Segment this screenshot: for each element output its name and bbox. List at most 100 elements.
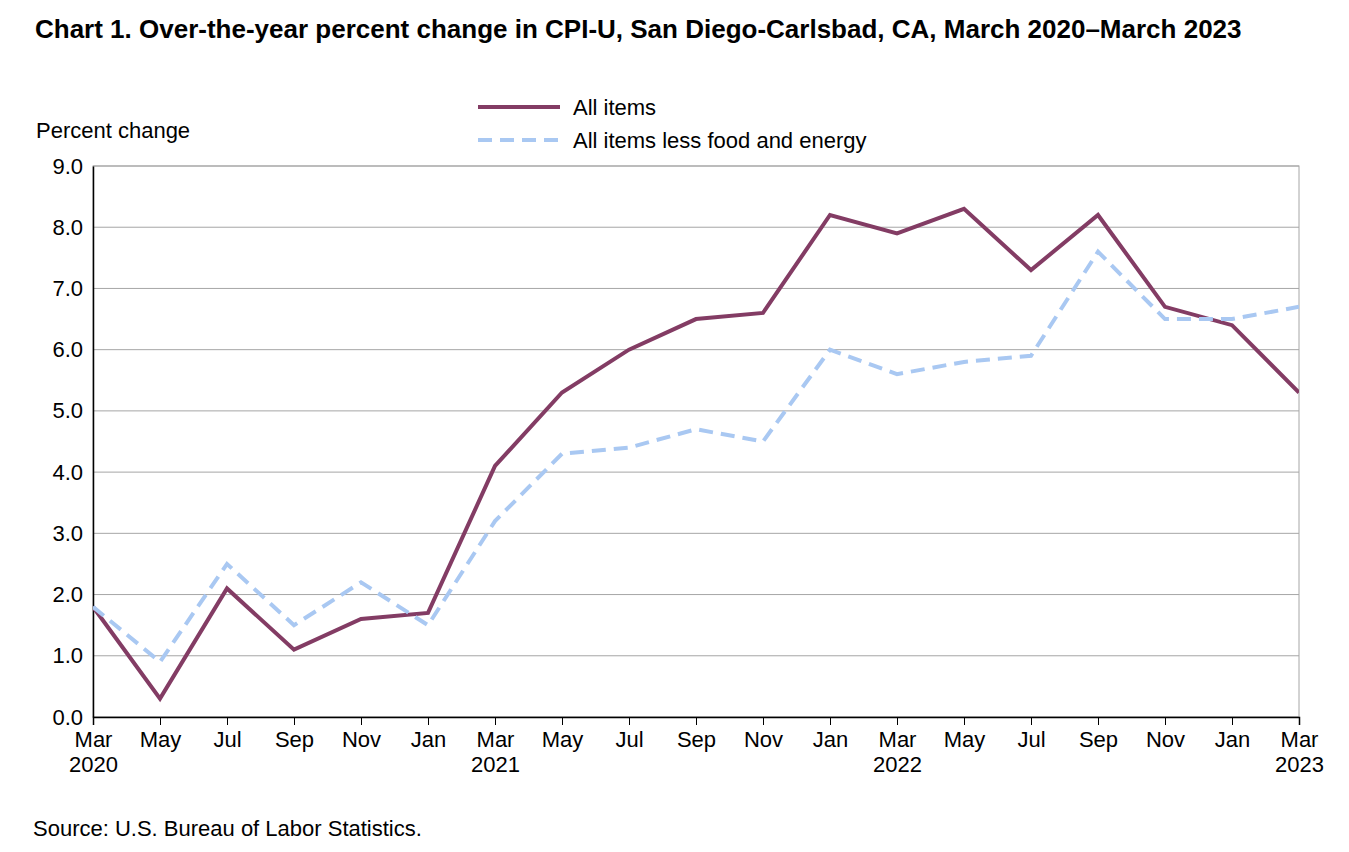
x-tick-mark (830, 717, 831, 725)
x-tick-mark (495, 717, 496, 725)
y-tick-label: 5.0 (52, 398, 83, 423)
x-tick-mark (227, 717, 228, 725)
x-tick-label: Mar2023 (1275, 727, 1324, 777)
x-tick-label: Mar2020 (69, 727, 118, 777)
legend-label: All items less food and energy (573, 128, 867, 153)
x-tick-label: Mar2021 (471, 727, 520, 777)
grid-line (93, 410, 1299, 411)
x-tick: Jan (813, 717, 848, 752)
x-tick: Nov (1146, 717, 1185, 752)
x-tick-label: Sep (1079, 727, 1118, 752)
x-tick-mark (1299, 717, 1300, 725)
x-axis-line (94, 718, 1300, 726)
x-tick-label: Jul (1017, 727, 1045, 752)
x-tick: May (140, 717, 182, 752)
x-tick-mark (1165, 717, 1166, 725)
series-line (93, 209, 1299, 699)
series-line (93, 252, 1299, 662)
x-tick: Jul (1017, 717, 1045, 752)
x-tick-mark (361, 717, 362, 725)
x-tick-mark (763, 717, 764, 725)
y-tick-label: 6.0 (52, 337, 83, 362)
x-tick-label: Nov (1146, 727, 1185, 752)
x-tick: Sep (275, 717, 314, 752)
x-tick-label: Nov (342, 727, 381, 752)
grid (93, 166, 1299, 717)
y-tick: 3.0 (52, 521, 93, 546)
x-tick-mark (1031, 717, 1032, 725)
x-tick-mark (1232, 717, 1233, 725)
x-tick: Jul (213, 717, 241, 752)
x-tick-label: May (140, 727, 182, 752)
grid-line (93, 655, 1299, 656)
y-tick: 5.0 (52, 398, 93, 423)
y-tick: 2.0 (52, 582, 93, 607)
y-tick: 7.0 (52, 276, 93, 301)
x-tick-mark (160, 717, 161, 725)
y-tick: 8.0 (52, 215, 93, 240)
y-tick-label: 4.0 (52, 460, 83, 485)
y-tick: 1.0 (52, 643, 93, 668)
y-axis-line (93, 167, 95, 718)
x-tick-label: Jan (411, 727, 446, 752)
x-tick-label: Mar2022 (873, 727, 922, 777)
y-tick-label: 8.0 (52, 215, 83, 240)
x-tick-label: Nov (744, 727, 783, 752)
legend-label: All items (573, 95, 656, 120)
title: Chart 1. Over-the-year percent change in… (35, 14, 1242, 44)
grid-line (93, 349, 1299, 350)
x-tick-label: May (542, 727, 584, 752)
x-tick: May (542, 717, 584, 752)
x-tick-label: Jul (615, 727, 643, 752)
x-tick-label: Sep (275, 727, 314, 752)
chart: Chart 1. Over-the-year percent change in… (0, 0, 1349, 852)
y-axis-title: Percent change (36, 118, 190, 143)
x-tick-label: Jan (1215, 727, 1250, 752)
x-tick: Nov (342, 717, 381, 752)
y-tick: 9.0 (52, 154, 93, 179)
source-note: Source: U.S. Bureau of Labor Statistics. (33, 816, 422, 841)
x-tick-mark (964, 717, 965, 725)
x-tick: May (944, 717, 986, 752)
x-tick: Mar2021 (471, 717, 520, 777)
x-tick-mark (897, 717, 898, 725)
grid-line (93, 594, 1299, 595)
x-tick-label: Jul (213, 727, 241, 752)
grid-line (93, 288, 1299, 289)
y-tick: 4.0 (52, 460, 93, 485)
x-tick: Sep (1079, 717, 1118, 752)
x-tick-label: Jan (813, 727, 848, 752)
plot-frame (93, 166, 1299, 717)
y-tick-label: 9.0 (52, 154, 83, 179)
legend: All items All items less food and energy (478, 95, 867, 153)
x-tick: Mar2020 (69, 717, 118, 777)
grid-line (93, 533, 1299, 534)
x-tick-mark (562, 717, 563, 725)
legend-swatch (478, 105, 560, 109)
y-tick: 6.0 (52, 337, 93, 362)
legend-swatch (478, 138, 560, 142)
grid-line (93, 472, 1299, 473)
y-tick-label: 3.0 (52, 521, 83, 546)
x-tick: Nov (744, 717, 783, 752)
x-tick-mark (1098, 717, 1099, 725)
x-tick: Sep (677, 717, 716, 752)
x-tick-mark (294, 717, 295, 725)
x-tick-label: Sep (677, 727, 716, 752)
x-tick: Jan (1215, 717, 1250, 752)
x-tick: Mar2022 (873, 717, 922, 777)
y-axis: 0.01.02.03.04.05.06.07.08.09.0 (52, 154, 93, 730)
x-tick-label: May (944, 727, 986, 752)
grid-line (93, 227, 1299, 228)
x-tick: Jan (411, 717, 446, 752)
y-tick-label: 1.0 (52, 643, 83, 668)
x-tick: Jul (615, 717, 643, 752)
y-tick-label: 2.0 (52, 582, 83, 607)
x-axis: Mar2020 May Jul Sep Nov Jan Mar2021 May Jul Sep No… (69, 717, 1324, 777)
x-tick-mark (428, 717, 429, 725)
x-tick-mark (93, 717, 94, 725)
lines (93, 209, 1299, 699)
x-tick: Mar2023 (1275, 717, 1324, 777)
x-tick-mark (629, 717, 630, 725)
x-tick-mark (696, 717, 697, 725)
